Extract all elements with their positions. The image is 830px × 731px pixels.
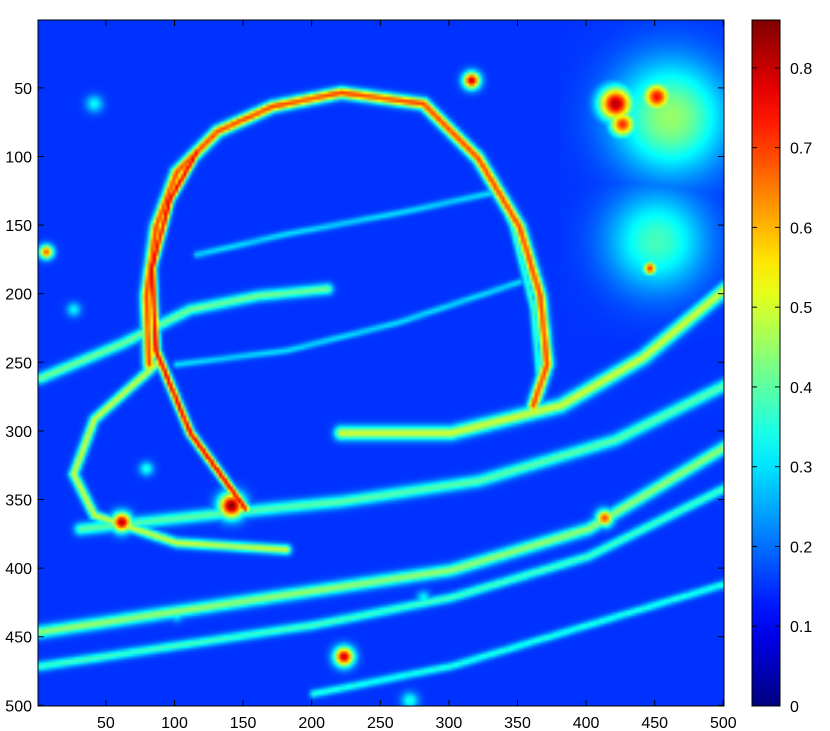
x-tick-label: 450 [641, 715, 668, 731]
colorbar-tick-label: 0 [790, 699, 799, 716]
heatmap-image [38, 20, 724, 706]
x-tick-label: 500 [710, 715, 737, 731]
x-tick-label: 200 [298, 715, 325, 731]
x-tick-label: 300 [436, 715, 463, 731]
x-axis: 50 100 150 200 250 300 350 400 450 500 [97, 20, 737, 731]
y-axis: 50 100 150 200 250 300 350 400 450 500 [5, 81, 724, 715]
x-tick-label: 50 [97, 715, 115, 731]
y-tick-label: 100 [5, 150, 32, 167]
colorbar-tick-label: 0.5 [790, 300, 812, 317]
colorbar-tick-label: 0.4 [790, 380, 812, 397]
plot-area [38, 20, 724, 706]
colorbar-tick-label: 0.7 [790, 141, 812, 158]
x-tick-label: 400 [573, 715, 600, 731]
y-tick-label: 500 [5, 698, 32, 715]
y-tick-label: 300 [5, 424, 32, 441]
y-tick-label: 50 [14, 81, 32, 98]
plot-frame [37, 19, 725, 707]
y-tick-label: 400 [5, 561, 32, 578]
colorbar-tick-label: 0.3 [790, 460, 812, 477]
x-tick-label: 250 [367, 715, 394, 731]
y-tick-label: 200 [5, 287, 32, 304]
x-tick-label: 350 [504, 715, 531, 731]
colorbar-axis: 0 0.1 0.2 0.3 0.4 0.5 0.6 0.7 0.8 [752, 61, 812, 716]
colorbar-gradient [752, 20, 780, 706]
colorbar-tick-label: 0.6 [790, 220, 812, 237]
x-tick-label: 100 [161, 715, 188, 731]
colorbar-frame [751, 19, 781, 707]
y-tick-label: 450 [5, 630, 32, 647]
y-tick-label: 250 [5, 355, 32, 372]
colorbar-tick-label: 0.8 [790, 61, 812, 78]
x-tick-label: 150 [230, 715, 257, 731]
colorbar-tick-label: 0.2 [790, 539, 812, 556]
y-tick-label: 150 [5, 218, 32, 235]
colorbar-tick-label: 0.1 [790, 619, 812, 636]
colorbar: 0 0.1 0.2 0.3 0.4 0.5 0.6 0.7 0.8 [751, 19, 812, 716]
y-tick-label: 350 [5, 493, 32, 510]
